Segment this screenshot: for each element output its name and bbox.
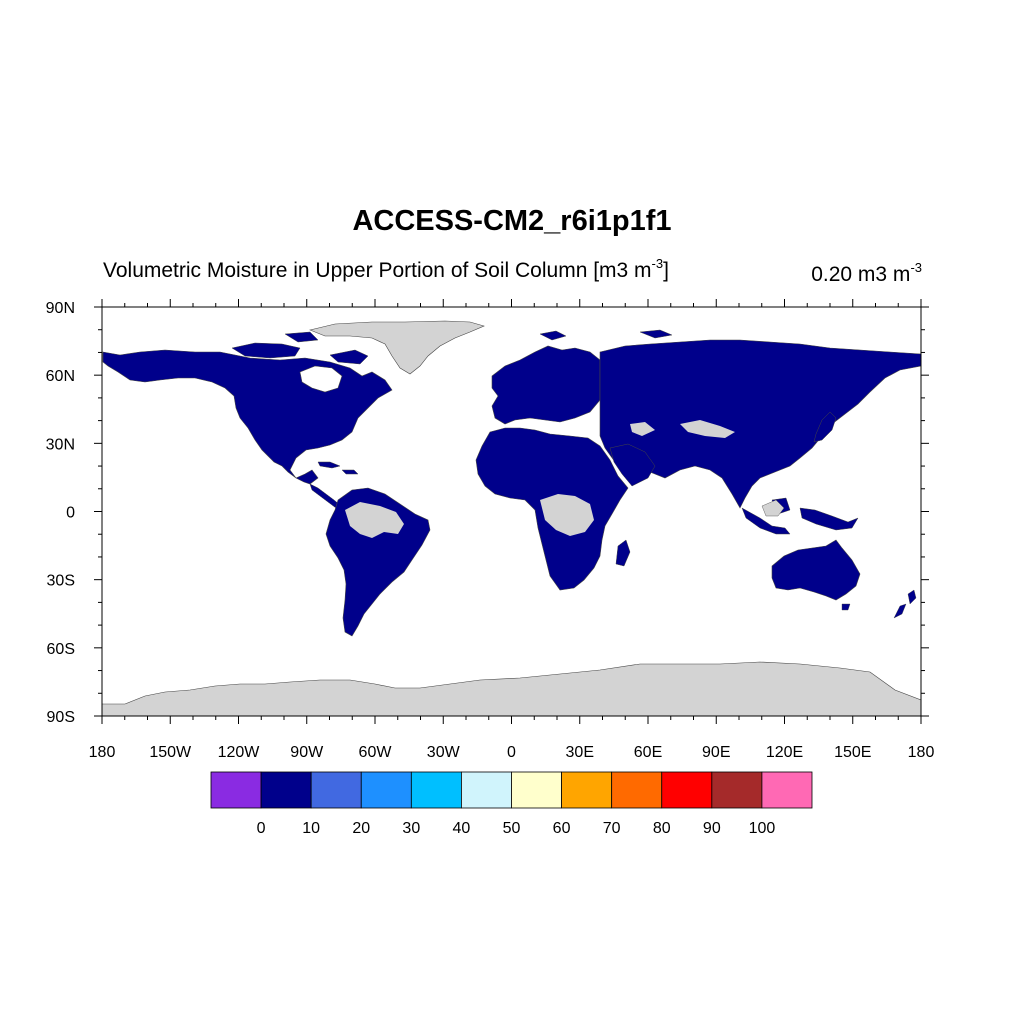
lon-tick-label: 120E (766, 744, 803, 761)
lon-tick-label: 90W (290, 744, 324, 761)
lat-tick-label: 90S (47, 709, 75, 726)
greenland-landmass (309, 320, 485, 375)
lat-tick-label: 60N (46, 368, 75, 385)
longitude-axis: 180 150W 120W 90W 60W 30W 0 30E 60E 90E 120E 150E 18… (89, 299, 935, 761)
colorbar-label: 100 (749, 820, 776, 837)
new-zealand-landmass (893, 589, 917, 619)
arctic-islands (231, 329, 673, 365)
lat-tick-label: 30S (47, 573, 75, 590)
lon-tick-label: 150E (834, 744, 871, 761)
colorbar-swatch (561, 771, 613, 809)
colorbar-label: 90 (703, 820, 721, 837)
colorbar-label: 60 (553, 820, 571, 837)
colorbar-swatch (511, 771, 562, 809)
colorbar: 0 10 20 30 40 50 60 70 80 90 100 (210, 771, 813, 837)
colorbar-label: 0 (257, 820, 266, 837)
africa-missing-data (540, 494, 594, 536)
lat-tick-label: 0 (66, 505, 75, 522)
units-label-text: 0.20 m3 m (811, 263, 911, 286)
map-title: ACCESS-CM2_r6i1p1f1 (352, 205, 672, 237)
borneo-missing-data (761, 499, 785, 517)
lon-tick-label: 180 (908, 744, 935, 761)
colorbar-swatch (260, 771, 312, 809)
variable-label: Volumetric Moisture in Upper Portion of … (103, 256, 669, 283)
colorbar-label: 80 (653, 820, 671, 837)
japan-landmass (813, 411, 837, 443)
latitude-axis: 90N 60N 30N 0 30S 60S 90S (46, 300, 929, 726)
lon-tick-label: 120W (218, 744, 261, 761)
asia-missing-data (630, 420, 735, 438)
colorbar-label: 40 (453, 820, 471, 837)
colorbar-swatch (360, 771, 412, 809)
lon-tick-label: 150W (149, 744, 192, 761)
hudson-bay (299, 365, 343, 393)
colorbar-swatch (461, 771, 512, 809)
lon-tick-label: 60W (359, 744, 393, 761)
colorbar-swatch (661, 771, 713, 809)
colorbar-label: 20 (352, 820, 370, 837)
variable-label-close: ] (663, 259, 669, 282)
colorbar-label: 10 (302, 820, 320, 837)
lat-tick-label: 90N (46, 300, 75, 317)
madagascar-landmass (615, 539, 631, 567)
tasmania-landmass (841, 603, 851, 611)
colorbar-swatch (210, 771, 262, 809)
lon-tick-label: 180 (89, 744, 116, 761)
lon-tick-label: 60E (634, 744, 662, 761)
lon-tick-label: 30W (427, 744, 461, 761)
colorbar-swatch (410, 771, 462, 809)
colorbar-label: 70 (603, 820, 621, 837)
lat-tick-label: 30N (46, 436, 75, 453)
colorbar-label: 30 (402, 820, 420, 837)
variable-label-exponent: -3 (651, 256, 664, 271)
amazon-missing-data (345, 502, 404, 538)
colorbar-swatch (711, 771, 763, 809)
colorbar-swatch (611, 771, 663, 809)
colorbar-label: 50 (503, 820, 521, 837)
lon-tick-label: 30E (566, 744, 594, 761)
units-label: 0.20 m3 m-3 (811, 260, 922, 287)
lon-tick-label: 90E (702, 744, 730, 761)
australia-landmass (771, 539, 861, 601)
antarctica-landmass (101, 661, 922, 717)
colorbar-swatch (310, 771, 362, 809)
units-label-exponent: -3 (910, 260, 922, 275)
colorbar-swatch (761, 771, 813, 809)
lat-tick-label: 60S (47, 641, 75, 658)
arabia-landmass (609, 443, 656, 487)
variable-label-text: Volumetric Moisture in Upper Portion of … (103, 259, 652, 282)
central-america-landmass (309, 461, 359, 509)
map-area (101, 306, 922, 717)
europe-landmass (491, 345, 601, 425)
lon-tick-label: 0 (507, 744, 516, 761)
